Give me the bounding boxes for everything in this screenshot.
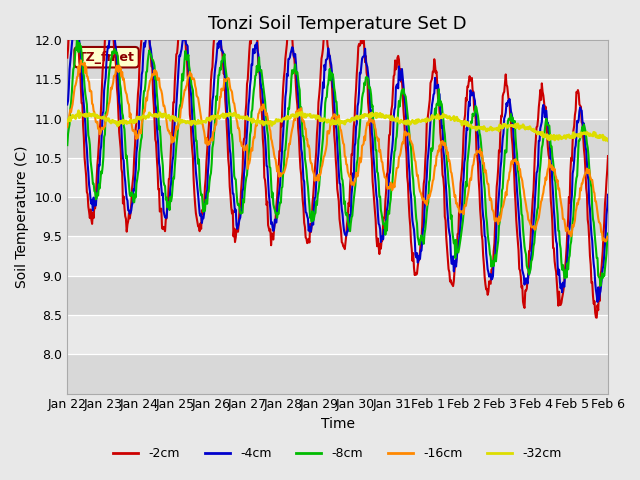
Title: Tonzi Soil Temperature Set D: Tonzi Soil Temperature Set D <box>209 15 467 33</box>
Bar <box>67 315 608 354</box>
Y-axis label: Soil Temperature (C): Soil Temperature (C) <box>15 145 29 288</box>
Bar <box>67 158 608 197</box>
X-axis label: Time: Time <box>321 417 355 431</box>
Legend: -2cm, -4cm, -8cm, -16cm, -32cm: -2cm, -4cm, -8cm, -16cm, -32cm <box>108 442 567 465</box>
Bar <box>67 237 608 276</box>
Text: TZ_fmet: TZ_fmet <box>78 51 135 64</box>
Bar <box>67 79 608 119</box>
